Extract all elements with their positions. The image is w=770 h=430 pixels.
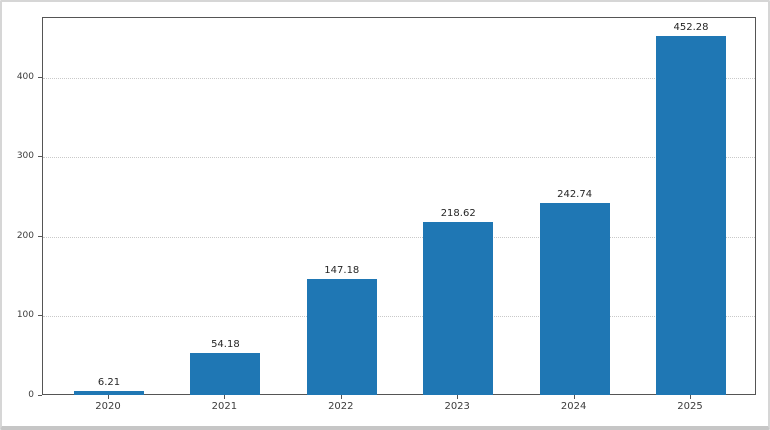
bar-value-label: 242.74 xyxy=(557,188,593,200)
bar-value-label: 147.18 xyxy=(324,264,360,276)
bar-2024 xyxy=(539,202,610,395)
bar-2025 xyxy=(656,36,726,395)
gridline-y-300 xyxy=(43,157,755,159)
x-axis-tick-label-2025: 2025 xyxy=(677,401,703,412)
y-axis-tick-label: 0 xyxy=(28,390,34,400)
y-axis-tick-mark xyxy=(38,235,42,237)
x-axis-tick-label-2023: 2023 xyxy=(444,401,470,412)
y-axis-tick-mark xyxy=(38,76,42,78)
y-axis-tick-mark xyxy=(38,315,42,317)
x-axis-tick-mark xyxy=(340,395,342,399)
x-axis-tick-label-2021: 2021 xyxy=(211,401,238,412)
gridline-y-100 xyxy=(43,316,755,318)
y-axis-tick-label: 400 xyxy=(16,71,34,82)
bar-2022 xyxy=(306,278,377,395)
bar-2021 xyxy=(190,352,261,395)
bar-2023 xyxy=(423,222,494,395)
x-axis-tick-mark xyxy=(457,395,459,399)
x-axis-tick-mark xyxy=(690,395,691,399)
bar-value-label: 218.62 xyxy=(440,208,476,220)
y-axis-tick-label: 200 xyxy=(16,230,34,241)
bar-2020 xyxy=(74,391,144,395)
gridline-y-400 xyxy=(43,77,755,79)
y-axis-tick-mark xyxy=(38,156,42,158)
bar-value-label: 6.21 xyxy=(97,377,121,389)
x-axis-tick-mark xyxy=(573,395,575,399)
y-axis-tick-mark xyxy=(38,395,42,396)
x-axis-tick-label-2020: 2020 xyxy=(95,401,121,412)
x-axis-tick-label-2022: 2022 xyxy=(328,401,354,412)
bar-value-label: 54.18 xyxy=(211,338,240,350)
x-axis-tick-mark xyxy=(224,395,226,399)
bar-value-label: 452.28 xyxy=(673,22,709,34)
x-axis-tick-mark xyxy=(108,395,109,399)
gridline-y-200 xyxy=(43,236,755,238)
x-axis-tick-label-2024: 2024 xyxy=(560,401,587,412)
y-axis-tick-label: 100 xyxy=(16,310,34,321)
plot-area: 6.21 54.18 147.18 218.62 242.74 452.28 xyxy=(42,17,756,395)
y-axis-tick-label: 300 xyxy=(16,151,34,162)
